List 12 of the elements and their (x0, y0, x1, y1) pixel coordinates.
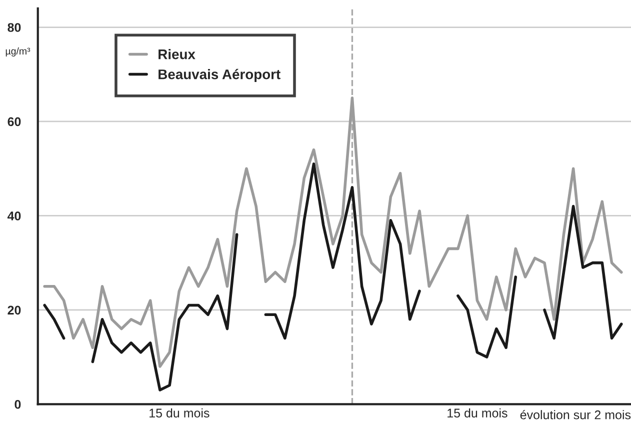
y-axis-title: µg/m³ (6, 47, 30, 56)
x-tick-label: 15 du mois (150, 408, 210, 418)
y-tick-label: 0 (14, 400, 21, 409)
line-series (43, 96, 623, 368)
y-tick-label: 60 (8, 117, 21, 126)
text: évolution sur 2 mois (520, 410, 631, 420)
legend-label: Rieux (158, 49, 196, 60)
legend-label: Beauvais Aéroport (158, 68, 280, 82)
y-tick-label: 20 (8, 306, 21, 315)
y-tick-label: 40 (7, 212, 21, 220)
x-tick-label: 15 du mois (448, 408, 508, 418)
y-tick-label: 80 (8, 23, 21, 32)
